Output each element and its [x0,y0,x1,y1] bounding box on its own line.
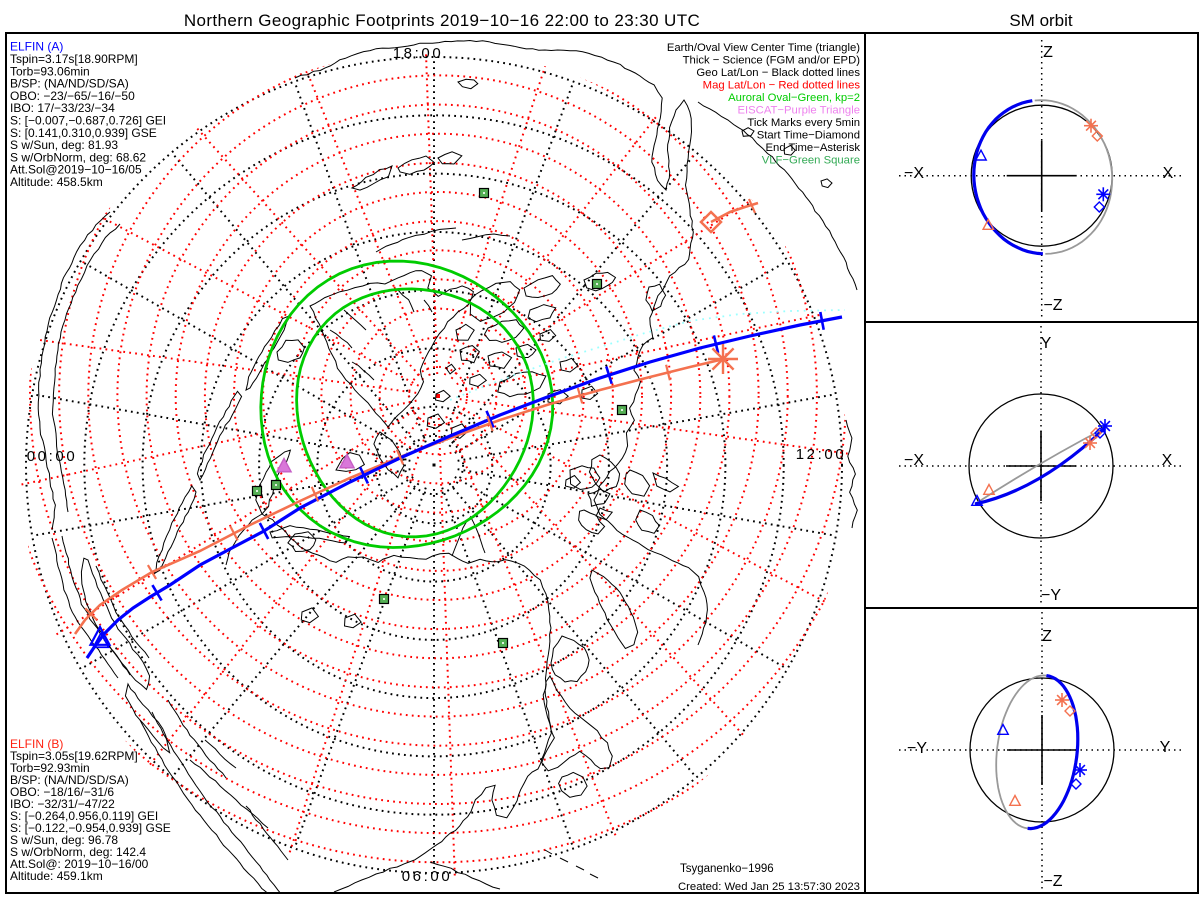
svg-text:Tsyganenko−1996: Tsyganenko−1996 [680,863,774,875]
svg-text:Torb=93.06min: Torb=93.06min [10,64,90,78]
svg-text:S: [−0.007,−0.687,0.726] GEI: S: [−0.007,−0.687,0.726] GEI [10,114,166,128]
svg-text:Att.Sol@2019−10−16/05: Att.Sol@2019−10−16/05 [10,163,142,177]
svg-text:End Time−Asterisk: End Time−Asterisk [766,142,861,154]
svg-text:Altitude: 459.1km: Altitude: 459.1km [10,869,103,883]
svg-text:SM orbit: SM orbit [1009,11,1073,30]
svg-text:B/SP: (NA/ND/SD/SA): B/SP: (NA/ND/SD/SA) [10,77,129,91]
svg-text:−X: −X [904,165,924,182]
svg-text:Start Time−Diamond: Start Time−Diamond [757,130,860,142]
svg-text:S: [−0.122,−0.954,0.939] GSE: S: [−0.122,−0.954,0.939] GSE [10,821,171,835]
svg-text:ELFIN (A): ELFIN (A) [10,40,63,54]
svg-text:S w/OrbNorm, deg: 68.62: S w/OrbNorm, deg: 68.62 [10,150,146,164]
svg-text:VLF−Green Square: VLF−Green Square [762,155,860,167]
svg-text:12:00: 12:00 [796,446,847,463]
svg-text:B/SP: (NA/ND/SD/SA): B/SP: (NA/ND/SD/SA) [10,773,129,787]
svg-text:Z: Z [1043,44,1053,61]
svg-text:−X: −X [904,452,924,469]
svg-text:−Z: −Z [1043,297,1062,314]
svg-text:Northern Geographic Footprints: Northern Geographic Footprints 2019−10−1… [184,11,700,30]
svg-text:−Z: −Z [1043,873,1062,890]
svg-text:−Y: −Y [1041,587,1061,604]
svg-text:18:00: 18:00 [393,45,444,62]
svg-text:Att.Sol@: 2019−10−16/00: Att.Sol@: 2019−10−16/00 [10,857,149,871]
svg-text:Altitude: 458.5km: Altitude: 458.5km [10,175,103,189]
svg-text:Thick − Science (FGM and/or EP: Thick − Science (FGM and/or EPD) [683,55,861,67]
svg-text:Y: Y [1041,335,1052,352]
svg-text:Z: Z [1042,628,1052,645]
svg-text:X: X [1163,165,1174,182]
svg-text:Tspin=3.17s[18.90RPM]: Tspin=3.17s[18.90RPM] [10,52,138,66]
svg-text:Created: Wed Jan 25 13:57:30 2: Created: Wed Jan 25 13:57:30 2023 [678,881,860,893]
svg-text:Y: Y [1160,739,1171,756]
svg-text:Auroral Oval−Green, kp=2: Auroral Oval−Green, kp=2 [728,92,860,104]
svg-text:−Y: −Y [907,740,927,757]
svg-text:S w/Sun, deg: 81.93: S w/Sun, deg: 81.93 [10,138,118,152]
svg-text:Torb=92.93min: Torb=92.93min [10,761,90,775]
svg-text:S w/OrbNorm, deg: 142.4: S w/OrbNorm, deg: 142.4 [10,845,146,859]
svg-text:S: [0.141,0.310,0.939] GSE: S: [0.141,0.310,0.939] GSE [10,126,157,140]
svg-text:OBO: −23/−65/−16/−50: OBO: −23/−65/−16/−50 [10,89,135,103]
svg-text:OBO: −18/16/−31/6: OBO: −18/16/−31/6 [10,785,114,799]
svg-text:X: X [1162,452,1173,469]
svg-text:Earth/Oval View Center Time (t: Earth/Oval View Center Time (triangle) [667,42,860,54]
svg-text:00:00: 00:00 [27,448,78,465]
svg-text:Tick Marks every 5min: Tick Marks every 5min [747,117,860,129]
svg-text:EISCAT−Purple Triangle: EISCAT−Purple Triangle [737,105,860,117]
svg-text:Tspin=3.05s[19.62RPM]: Tspin=3.05s[19.62RPM] [10,749,138,763]
svg-text:ELFIN (B): ELFIN (B) [10,737,63,751]
svg-text:06:00: 06:00 [402,868,453,885]
svg-text:S: [−0.264,0.956,0.119] GEI: S: [−0.264,0.956,0.119] GEI [10,809,158,823]
svg-text:IBO: 17/−33/23/−34: IBO: 17/−33/23/−34 [10,101,115,115]
svg-text:S w/Sun, deg: 96.78: S w/Sun, deg: 96.78 [10,833,118,847]
svg-text:Geo Lat/Lon − Black dotted lin: Geo Lat/Lon − Black dotted lines [696,67,860,79]
svg-text:Mag Lat/Lon − Red dotted lines: Mag Lat/Lon − Red dotted lines [703,80,861,92]
svg-text:IBO: −32/31/−47/22: IBO: −32/31/−47/22 [10,797,115,811]
